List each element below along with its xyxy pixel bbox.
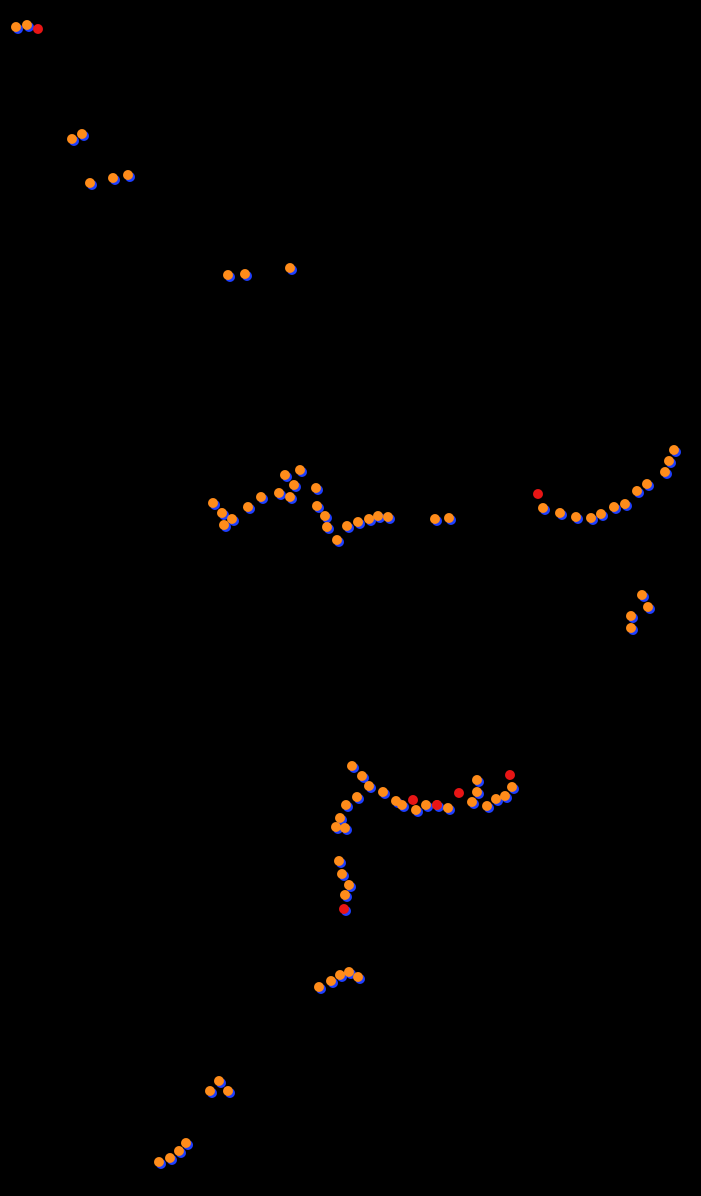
point-series-orange [341,800,351,810]
point-series-orange [334,856,344,866]
point-series-orange [240,269,250,279]
point-series-orange [208,498,218,508]
point-series-red [454,788,464,798]
point-series-orange [337,869,347,879]
point-series-orange [378,787,388,797]
point-series-orange [352,792,362,802]
point-series-red [408,795,418,805]
point-series-orange [332,535,342,545]
point-series-orange [85,178,95,188]
point-series-orange [243,502,253,512]
point-series-orange [467,797,477,807]
point-series-red [533,489,543,499]
point-series-orange [596,509,606,519]
point-series-orange [326,976,336,986]
point-series-orange [181,1138,191,1148]
point-series-orange [108,173,118,183]
point-series-orange [642,479,652,489]
point-series-orange [217,508,227,518]
point-series-orange [340,823,350,833]
point-series-orange [214,1076,224,1086]
point-series-orange [357,771,367,781]
scatter-plot [0,0,701,1196]
point-series-orange [669,445,679,455]
point-series-orange [340,890,350,900]
point-series-orange [285,492,295,502]
point-series-red [33,24,43,34]
point-series-orange [77,129,87,139]
point-series-orange [285,263,295,273]
point-series-orange [165,1153,175,1163]
point-series-orange [223,1086,233,1096]
point-series-orange [443,803,453,813]
point-series-orange [353,972,363,982]
point-series-orange [383,512,393,522]
point-series-orange [500,791,510,801]
point-series-orange [227,514,237,524]
point-series-orange [664,456,674,466]
point-series-orange [444,513,454,523]
point-series-orange [311,483,321,493]
point-series-orange [314,982,324,992]
point-series-orange [256,492,266,502]
point-series-orange [353,517,363,527]
point-series-orange [280,470,290,480]
point-series-orange [507,782,517,792]
point-series-orange [632,486,642,496]
point-series-orange [472,775,482,785]
point-series-orange [22,20,32,30]
point-series-orange [364,781,374,791]
point-series-orange [555,508,565,518]
point-series-orange [586,513,596,523]
point-series-orange [373,511,383,521]
point-series-orange [626,623,636,633]
point-series-orange [411,805,421,815]
point-series-orange [571,512,581,522]
point-series-orange [322,522,332,532]
point-series-orange [205,1086,215,1096]
point-series-orange [472,787,482,797]
point-series-orange [154,1157,164,1167]
point-series-orange [67,134,77,144]
point-series-orange [174,1146,184,1156]
point-series-orange [421,800,431,810]
point-series-red [339,904,349,914]
point-series-orange [637,590,647,600]
point-series-orange [320,511,330,521]
point-series-orange [347,761,357,771]
point-series-red [432,800,442,810]
point-series-orange [430,514,440,524]
point-series-red [505,770,515,780]
point-series-orange [11,22,21,32]
point-series-orange [609,502,619,512]
point-series-orange [312,501,322,511]
point-series-orange [344,880,354,890]
point-series-orange [626,611,636,621]
point-series-orange [274,488,284,498]
point-series-orange [342,521,352,531]
point-series-orange [620,499,630,509]
point-series-orange [397,800,407,810]
point-series-orange [295,465,305,475]
point-series-orange [123,170,133,180]
point-series-orange [223,270,233,280]
point-series-orange [660,467,670,477]
point-series-orange [482,801,492,811]
point-series-orange [538,503,548,513]
point-series-orange [289,480,299,490]
point-series-orange [643,602,653,612]
